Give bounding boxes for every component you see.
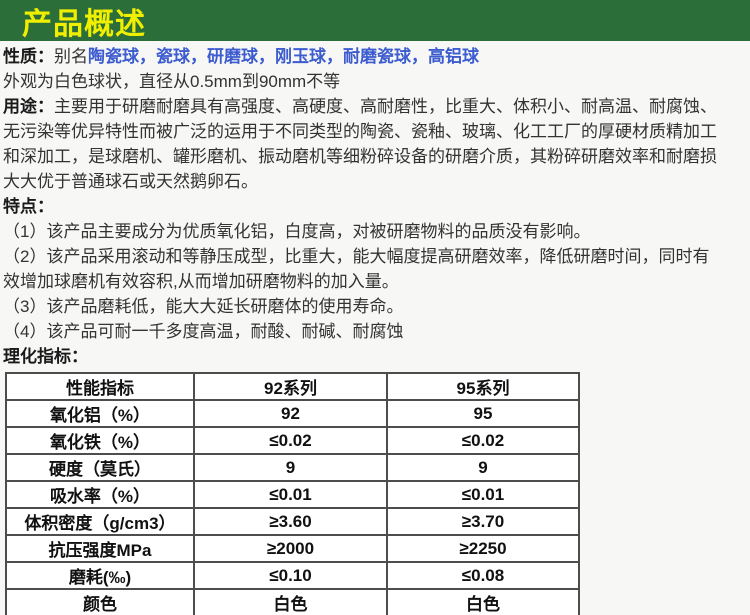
spec-table: 性能指标 92系列 95系列 氧化铝（%） 92 95 氧化铁（%） ≤0.02… bbox=[5, 372, 580, 615]
table-row-abrasion: 磨耗(‰) ≤0.10 ≤0.08 bbox=[5, 561, 580, 590]
usage-label: 用途： bbox=[3, 97, 54, 116]
cell-value: ≥3.60 bbox=[193, 507, 388, 536]
feature-item-2-cont: 效增加球磨机有效容积,从而增加研磨物料的加入量。 bbox=[3, 272, 399, 291]
cell-value: 白色 bbox=[386, 588, 580, 615]
cell-value: ≤0.10 bbox=[193, 561, 388, 590]
property-label: 性质： bbox=[3, 47, 54, 66]
cell-value: ≤0.08 bbox=[386, 561, 580, 590]
page-title: 产品概述 bbox=[22, 7, 146, 41]
features-label: 特点： bbox=[3, 197, 54, 216]
cell-value: 95 bbox=[386, 399, 580, 428]
cell-value: ≤0.01 bbox=[193, 480, 388, 509]
usage-text-1: 主要用于研磨耐磨具有高强度、高硬度、高耐磨性，比重大、体积小、耐高温、耐腐蚀、 bbox=[54, 97, 717, 116]
feature-item-3: （3）该产品磨耗低，能大大延长研磨体的使用寿命。 bbox=[3, 297, 404, 316]
cell-value: ≥3.70 bbox=[386, 507, 580, 536]
table-row-bulk-density: 体积密度（g/cm3） ≥3.60 ≥3.70 bbox=[5, 507, 580, 536]
row-label: 抗压强度MPa bbox=[5, 534, 195, 563]
cell-value: 9 bbox=[193, 453, 388, 482]
feature-item-2: （2）该产品采用滚动和等静压成型，比重大，能大幅度提高研磨效率，降低研磨时间，同… bbox=[3, 247, 710, 266]
table-row-iron-oxide: 氧化铁（%） ≤0.02 ≤0.02 bbox=[5, 426, 580, 455]
usage-text-3: 和深加工，是球磨机、罐形磨机、振动磨机等细粉碎设备的研磨介质，其粉碎研磨效率和耐… bbox=[3, 147, 717, 166]
feature-item-1: （1）该产品主要成分为优质氧化铝，白度高，对被研磨物料的品质没有影响。 bbox=[3, 222, 591, 241]
row-label: 颜色 bbox=[5, 588, 195, 615]
table-row-hardness: 硬度（莫氏） 9 9 bbox=[5, 453, 580, 482]
cell-value: 白色 bbox=[193, 588, 388, 615]
row-label: 磨耗(‰) bbox=[5, 561, 195, 590]
row-label: 氧化铁（%） bbox=[5, 426, 195, 455]
section-header-banner: 产品概述 bbox=[0, 0, 750, 41]
table-row-alumina: 氧化铝（%） 92 95 bbox=[5, 399, 580, 428]
cell-value: ≥2000 bbox=[193, 534, 388, 563]
spec-col-header-series-92: 92系列 bbox=[193, 372, 388, 401]
appearance-text: 外观为白色球状，直径从0.5mm到90mm不等 bbox=[3, 72, 341, 91]
row-label: 氧化铝（%） bbox=[5, 399, 195, 428]
product-description: 性质：别名陶瓷球，瓷球，研磨球，刚玉球，耐磨瓷球，高铝球 外观为白色球状，直径从… bbox=[0, 41, 750, 615]
property-line: 性质：别名陶瓷球，瓷球，研磨球，刚玉球，耐磨瓷球，高铝球 bbox=[3, 44, 748, 69]
cell-value: ≥2250 bbox=[386, 534, 580, 563]
cell-value: ≤0.02 bbox=[386, 426, 580, 455]
spec-col-header-series-95: 95系列 bbox=[386, 372, 580, 401]
spec-section-label: 理化指标： bbox=[3, 347, 88, 366]
row-label: 硬度（莫氏） bbox=[5, 453, 195, 482]
usage-text-2: 无污染等优异特性而被广泛的运用于不同类型的陶瓷、瓷釉、玻璃、化工工厂的厚硬材质精… bbox=[3, 122, 717, 141]
cell-value: 92 bbox=[193, 399, 388, 428]
alias-label: 别名 bbox=[54, 47, 88, 66]
row-label: 体积密度（g/cm3） bbox=[5, 507, 195, 536]
table-row-color: 颜色 白色 白色 bbox=[5, 588, 580, 615]
cell-value: 9 bbox=[386, 453, 580, 482]
feature-item-4: （4）该产品可耐一千多度高温，耐酸、耐碱、耐腐蚀 bbox=[3, 322, 404, 341]
table-row-water-absorption: 吸水率（%） ≤0.01 ≤0.01 bbox=[5, 480, 580, 509]
usage-text-4: 大大优于普通球石或天然鹅卵石。 bbox=[3, 172, 258, 191]
row-label: 吸水率（%） bbox=[5, 480, 195, 509]
table-row-compressive-strength: 抗压强度MPa ≥2000 ≥2250 bbox=[5, 534, 580, 563]
spec-col-header-indicator: 性能指标 bbox=[5, 372, 195, 401]
alias-keyword-links[interactable]: 陶瓷球，瓷球，研磨球，刚玉球，耐磨瓷球，高铝球 bbox=[88, 47, 479, 66]
usage-line-1: 用途：主要用于研磨耐磨具有高强度、高硬度、高耐磨性，比重大、体积小、耐高温、耐腐… bbox=[3, 94, 748, 119]
cell-value: ≤0.02 bbox=[193, 426, 388, 455]
cell-value: ≤0.01 bbox=[386, 480, 580, 509]
spec-table-header-row: 性能指标 92系列 95系列 bbox=[5, 372, 580, 401]
